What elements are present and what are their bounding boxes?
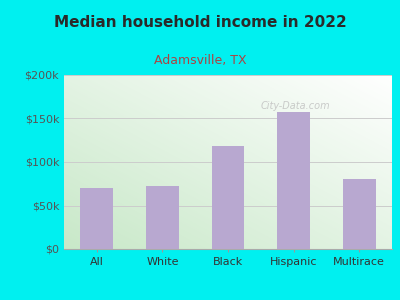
Text: Median household income in 2022: Median household income in 2022: [54, 15, 346, 30]
Bar: [277, 112, 310, 249]
Bar: [80, 188, 113, 249]
Text: City-Data.com: City-Data.com: [261, 101, 330, 111]
Bar: [343, 179, 376, 249]
Bar: [212, 146, 244, 249]
Text: Adamsville, TX: Adamsville, TX: [154, 54, 246, 67]
Bar: [146, 186, 179, 249]
